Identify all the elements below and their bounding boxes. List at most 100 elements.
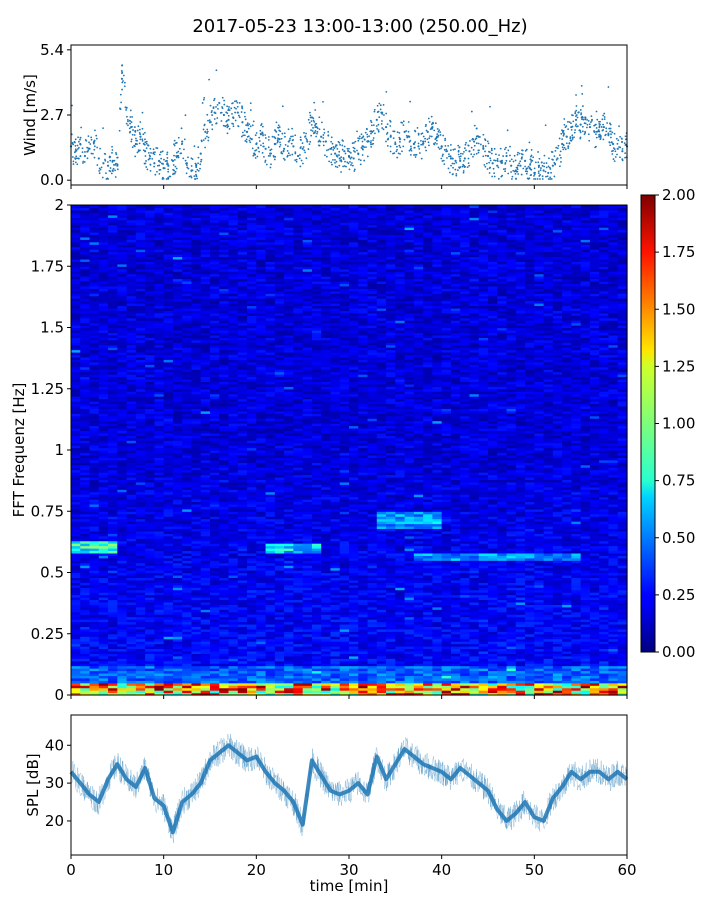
wind-point [71,104,73,107]
spectrogram-cell [135,388,146,392]
wind-point [452,148,455,151]
spectrogram-cell [71,572,81,576]
wind-point [111,149,114,151]
spectrogram-cell [71,626,81,630]
wind-point [369,119,372,122]
spectrogram-cell [98,369,109,373]
spectrogram-cell [80,594,91,598]
wind-point [205,135,208,138]
wind-point [187,156,189,159]
wind-point [312,117,315,120]
spectrogram-cell [80,631,91,635]
spectrogram-cell [98,484,109,488]
spectrogram-cell [126,457,137,461]
spectrogram-cell [80,432,91,436]
wind-point [330,136,333,139]
wind-point [169,175,172,178]
wind-point [507,172,510,175]
spectrogram-cell [117,278,128,282]
spectrogram-cell [98,359,109,363]
spectrogram-cell [135,432,146,436]
spectrogram-cell [135,606,146,610]
spectrogram-cell [126,557,137,561]
spectrogram-cell [71,567,81,571]
spectrogram-cell [89,205,100,209]
spectrogram-cell [71,619,81,623]
wind-point [301,142,304,145]
wind-point [361,147,364,150]
spectrogram-cell [71,540,81,544]
wind-point [92,152,94,155]
spectrogram-cell [89,570,100,574]
wind-point [277,124,280,127]
wind-point [96,146,99,149]
spectrogram-cell [71,423,81,427]
wind-point [226,119,228,122]
spectrogram-cell [98,315,109,319]
wind-point [528,141,531,144]
wind-point [510,171,513,173]
wind-point [402,120,405,123]
spectrogram-cell [98,631,109,635]
wind-point [581,130,584,133]
spectrogram-cell [135,450,146,454]
wind-point [473,144,476,147]
wind-point [262,145,265,148]
spectrogram-cell [98,298,109,302]
spectrogram-cell [135,496,146,500]
spectrogram-cell [108,687,118,691]
spectrogram-cell [98,222,109,226]
spectrogram-cell [89,432,100,436]
spectrogram-cell [98,310,109,314]
wind-point [375,118,378,121]
spectrogram-cell [89,249,100,253]
wind-point [244,118,247,121]
spectrogram-cell [117,418,128,422]
wind-point [209,104,212,107]
wind-point [277,137,279,140]
spectrogram-cell [89,503,100,507]
spectrogram-cell [135,361,146,365]
spectrogram-cell [71,501,81,505]
spectrogram-cell [98,491,109,495]
wind-point [248,139,251,142]
wind-point [612,142,615,146]
spectrogram-cell [98,494,109,498]
spectrogram-cell [108,594,118,598]
spectrogram-cell [126,356,137,360]
spectrogram-cell [135,626,146,630]
spectrogram-cell [98,469,109,473]
wind-point [75,149,78,152]
spectrogram-cell [117,307,128,311]
spectrogram-cell [80,665,91,669]
spectrogram-cell [89,280,100,284]
spectrogram-cell [71,623,81,627]
wind-point [435,139,438,142]
wind-point [450,164,452,167]
spectrogram-cell [71,427,81,431]
wind-point [590,115,593,118]
wind-point [302,146,305,148]
wind-point [334,161,336,164]
spectrogram-cell [117,403,128,407]
wind-point [372,137,375,139]
spectrogram-cell [135,535,146,539]
spectrogram-cell [126,626,137,630]
wind-point [115,152,117,154]
wind-point [136,151,139,154]
spectrogram-cell [126,584,137,588]
wind-point [260,144,262,147]
wind-point [475,137,478,140]
spectrogram-cell [71,484,81,488]
wind-point [580,84,583,87]
wind-axes-frame [71,45,627,185]
wind-point [612,149,614,152]
wind-point [378,116,381,119]
spectrogram-cell [89,273,100,277]
spectrogram-cell [126,285,137,289]
spectrogram-cell [89,653,100,657]
spectrogram-cell [80,364,91,368]
spectrogram-cell [126,506,137,510]
spectrogram-cell [71,486,81,490]
wind-point [501,174,504,177]
